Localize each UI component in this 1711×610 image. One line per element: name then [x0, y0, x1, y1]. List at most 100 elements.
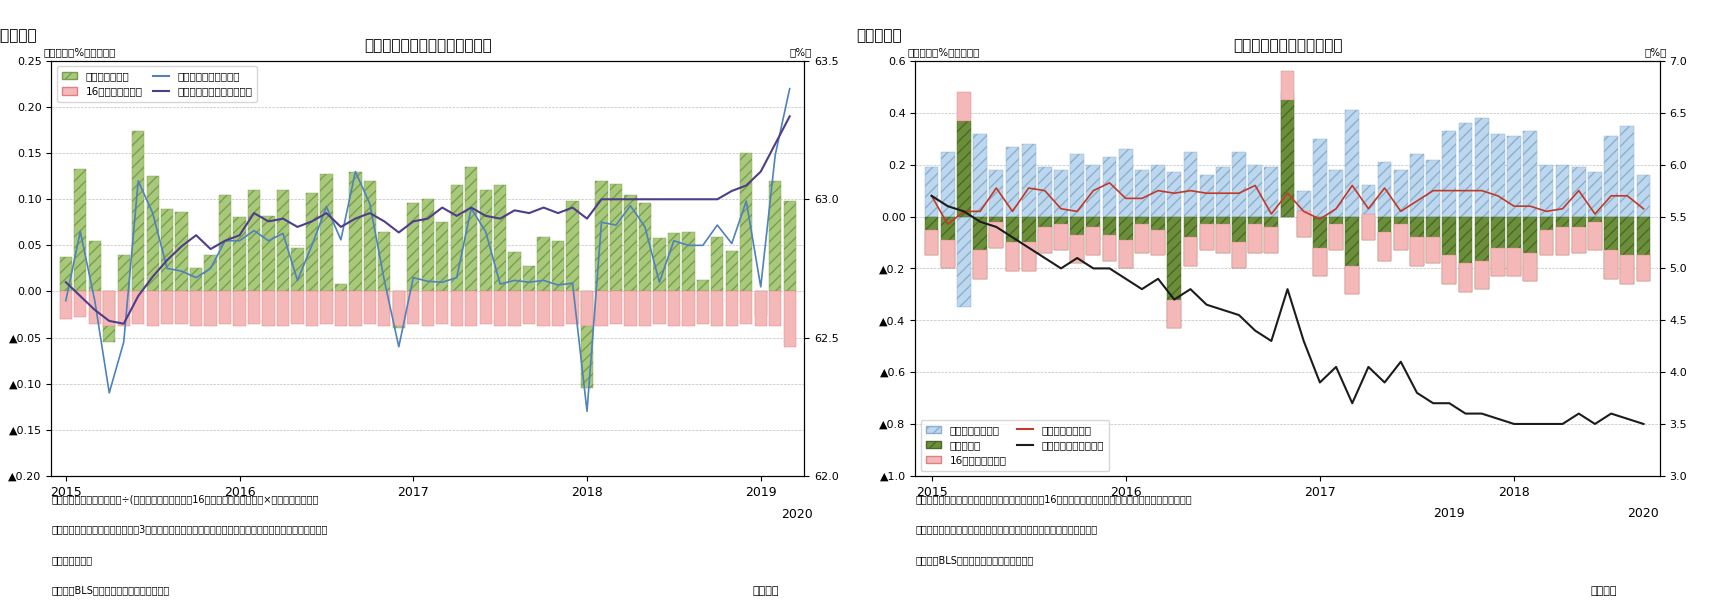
失業率（前月差）: [1083, 187, 1104, 194]
失業率（前月差）: [1228, 190, 1249, 197]
Legend: 労働力人口要因, 16才以上人口要因, 労働参加率（前月差）, 労働参加率（水準、右軸）: 労働力人口要因, 16才以上人口要因, 労働参加率（前月差）, 労働参加率（水準…: [56, 66, 257, 102]
Bar: [277, 292, 289, 326]
Text: （注）労働参加率の前月差÷(労働力人口の伸び率－16才以上人口の伸び率）×前月の労働参加率: （注）労働参加率の前月差÷(労働力人口の伸び率－16才以上人口の伸び率）×前月の…: [51, 494, 318, 504]
失業率（前月差）: [1424, 187, 1444, 194]
失業率（水準、右軸）: [1471, 410, 1492, 417]
Bar: [364, 181, 376, 292]
Bar: [1605, 217, 1619, 279]
失業率（水準、右軸）: [1374, 379, 1394, 386]
労働参加率（水準、右軸）: [55, 279, 75, 286]
失業率（前月差）: [1519, 203, 1540, 210]
失業率（前月差）: [1359, 205, 1379, 212]
Bar: [1410, 237, 1424, 266]
失業率（前月差）: [921, 192, 941, 199]
Bar: [768, 292, 782, 326]
Bar: [956, 121, 970, 217]
失業率（前月差）: [1148, 187, 1169, 194]
Bar: [1119, 149, 1133, 217]
失業率（前月差）: [1552, 205, 1572, 212]
Bar: [1021, 144, 1035, 217]
失業率（前月差）: [1163, 190, 1184, 197]
Bar: [654, 238, 666, 292]
Bar: [1119, 240, 1133, 268]
失業率（水準、右軸）: [1536, 420, 1557, 428]
Bar: [625, 292, 636, 326]
失業率（前月差）: [1003, 207, 1023, 215]
Bar: [306, 193, 318, 292]
Bar: [1199, 224, 1213, 250]
失業率（水準、右軸）: [1131, 285, 1152, 293]
Bar: [768, 181, 782, 292]
労働参加率（水準、右軸）: [113, 320, 133, 328]
Bar: [118, 292, 130, 326]
Bar: [941, 217, 955, 268]
Bar: [667, 234, 679, 292]
Bar: [1217, 224, 1230, 253]
労働参加率（水準、右軸）: [229, 232, 250, 239]
Bar: [784, 292, 796, 346]
Bar: [1523, 131, 1536, 217]
Bar: [378, 292, 390, 326]
Bar: [103, 292, 115, 326]
Bar: [465, 167, 477, 292]
労働参加率（水準、右軸）: [548, 209, 568, 217]
Bar: [566, 201, 578, 292]
Bar: [320, 174, 332, 292]
Bar: [161, 292, 173, 324]
失業率（水準、右軸）: [970, 218, 991, 225]
Bar: [1021, 243, 1035, 271]
Bar: [755, 292, 767, 317]
Bar: [1152, 217, 1165, 256]
Title: 失業率の変化（要因分解）: 失業率の変化（要因分解）: [1234, 38, 1341, 53]
労働参加率（前月差）: [216, 237, 236, 245]
Bar: [450, 292, 464, 326]
Text: また、年次ごとに人口推計が変更になっているため、断層を調整: また、年次ごとに人口推計が変更になっているため、断層を調整: [915, 525, 1097, 534]
Bar: [103, 292, 115, 342]
失業率（水準、右軸）: [1098, 265, 1119, 272]
Bar: [335, 292, 347, 326]
Bar: [1217, 167, 1230, 217]
Bar: [1152, 165, 1165, 217]
Bar: [1459, 264, 1473, 292]
Line: 労働参加率（水準、右軸）: 労働参加率（水準、右軸）: [65, 117, 790, 324]
Bar: [176, 292, 188, 324]
失業率（前月差）: [953, 207, 974, 215]
Bar: [421, 199, 435, 292]
失業率（前月差）: [1439, 187, 1459, 194]
Bar: [508, 252, 520, 292]
Bar: [1588, 217, 1601, 250]
Bar: [1021, 217, 1035, 271]
失業率（前月差）: [1068, 207, 1088, 215]
失業率（水準、右軸）: [986, 223, 1006, 231]
Bar: [1442, 217, 1456, 284]
Text: （注）非労働力人口の増加、就業者人口の増加、16才以上人口の減少が、それぞれ失業率の改善要因。: （注）非労働力人口の増加、就業者人口の増加、16才以上人口の減少が、それぞれ失業…: [915, 494, 1193, 504]
Bar: [364, 292, 376, 324]
Bar: [1167, 300, 1181, 328]
失業率（水準、右軸）: [1018, 244, 1039, 251]
Bar: [566, 292, 578, 324]
Bar: [1086, 217, 1100, 256]
Bar: [1071, 235, 1085, 264]
Bar: [595, 181, 607, 292]
失業率（水準、右軸）: [1634, 420, 1655, 428]
失業率（前月差）: [1196, 190, 1217, 197]
Bar: [1507, 136, 1521, 217]
Bar: [1329, 217, 1343, 250]
失業率（水準、右軸）: [1456, 410, 1477, 417]
Bar: [1459, 123, 1473, 217]
Bar: [741, 153, 753, 292]
失業率（水準、右軸）: [1163, 296, 1184, 303]
失業率（水準、右軸）: [921, 192, 941, 199]
Bar: [1620, 217, 1634, 284]
Bar: [132, 292, 144, 324]
Bar: [219, 292, 231, 324]
Bar: [392, 292, 406, 328]
労働参加率（前月差）: [534, 277, 554, 284]
Bar: [1345, 110, 1359, 217]
Bar: [941, 240, 955, 268]
Bar: [941, 152, 955, 217]
Bar: [465, 292, 477, 326]
失業率（水準、右軸）: [1261, 337, 1282, 345]
Bar: [1086, 227, 1100, 256]
Bar: [450, 185, 464, 292]
